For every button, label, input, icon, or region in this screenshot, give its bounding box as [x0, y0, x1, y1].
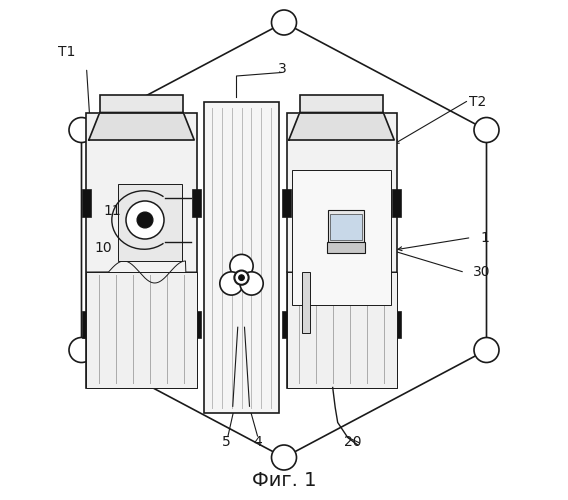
Bar: [286, 112, 396, 388]
Text: 30: 30: [473, 266, 491, 280]
Bar: [327, 242, 365, 252]
Bar: [282, 190, 291, 217]
Bar: [193, 190, 201, 217]
Bar: [328, 210, 364, 242]
Text: 3: 3: [278, 62, 287, 76]
Circle shape: [126, 201, 164, 239]
Bar: [118, 184, 182, 261]
Text: T1: T1: [58, 46, 75, 60]
Text: 11: 11: [104, 204, 122, 218]
Bar: [330, 214, 362, 240]
Circle shape: [272, 445, 296, 470]
Bar: [300, 94, 383, 112]
Bar: [100, 94, 183, 112]
Circle shape: [272, 10, 296, 35]
Bar: [302, 272, 310, 332]
Circle shape: [69, 338, 94, 362]
Bar: [204, 102, 279, 412]
Circle shape: [239, 275, 244, 280]
Circle shape: [474, 338, 499, 362]
Bar: [392, 310, 400, 338]
Circle shape: [235, 272, 248, 284]
Text: 4: 4: [253, 436, 262, 450]
Bar: [193, 310, 201, 338]
Bar: [392, 190, 400, 217]
Text: T2: T2: [469, 96, 487, 110]
Circle shape: [474, 118, 499, 142]
Text: 10: 10: [95, 241, 112, 255]
Circle shape: [235, 270, 249, 285]
Bar: [86, 272, 197, 388]
Bar: [286, 272, 396, 388]
Circle shape: [230, 254, 253, 278]
Text: Фиг. 1: Фиг. 1: [252, 470, 316, 490]
Circle shape: [220, 272, 243, 295]
Polygon shape: [289, 112, 394, 140]
Bar: [82, 310, 91, 338]
Circle shape: [69, 118, 94, 142]
Bar: [292, 170, 391, 305]
Circle shape: [137, 212, 153, 228]
Text: 5: 5: [222, 436, 231, 450]
Bar: [86, 112, 197, 388]
Bar: [82, 190, 91, 217]
Bar: [282, 310, 291, 338]
Text: 20: 20: [344, 436, 361, 450]
Circle shape: [240, 272, 263, 295]
Text: 1: 1: [481, 230, 490, 244]
Polygon shape: [89, 112, 194, 140]
